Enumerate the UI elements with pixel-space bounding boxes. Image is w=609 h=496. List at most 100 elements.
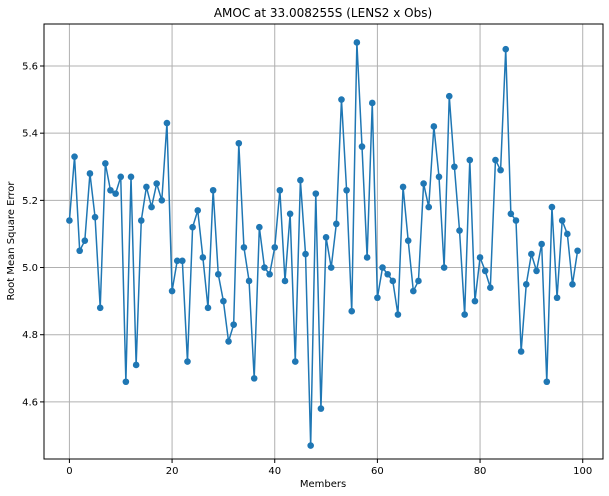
data-point [163,119,171,127]
data-point [492,156,499,164]
data-point [168,287,176,295]
data-point [564,230,571,238]
data-point [189,223,196,231]
data-point [404,237,412,244]
y-axis-ticks: 4.6 4.8 5.0 5.2 5.4 5.6 [22,61,44,408]
data-point [343,186,350,194]
data-point [322,234,330,241]
y-tick-label: 5.2 [22,196,38,207]
data-point [425,203,433,211]
data-point [132,361,140,369]
x-tick-label: 20 [166,466,179,477]
data-point [117,173,125,181]
data-point [194,207,202,214]
data-point [358,143,366,150]
data-point [451,163,458,171]
data-point [533,267,540,275]
data-point [317,405,325,412]
data-point [66,217,73,224]
data-point [476,254,484,261]
data-point [256,223,263,231]
data-point [276,186,284,194]
data-point [148,203,155,211]
x-axis-ticks: 0 20 40 60 80 100 [66,459,592,477]
data-point [507,210,515,218]
data-point [553,294,561,302]
data-point [261,264,268,271]
y-tick-label: 4.8 [22,330,38,341]
data-point [487,284,494,291]
x-tick-label: 0 [66,466,72,477]
data-point [107,186,114,194]
data-point [81,237,89,244]
data-point [173,257,181,265]
y-tick-label: 5.0 [22,263,38,274]
data-point [481,267,489,275]
data-point [399,183,407,191]
data-point [512,217,520,224]
chart-title: AMOC at 33.008255S (LENS2 x Obs) [214,6,432,20]
data-point [502,45,510,53]
x-tick-label: 40 [268,466,281,477]
data-point [543,378,551,386]
y-tick-label: 4.6 [22,397,38,408]
data-point [538,240,545,248]
data-point [76,247,83,255]
data-point [297,176,304,184]
data-point [430,123,438,130]
y-tick-label: 5.4 [22,129,38,140]
data-point [384,270,391,278]
series-markers [66,39,581,449]
data-point [333,220,340,228]
data-point [230,321,237,328]
data-point [86,170,94,177]
data-point [445,92,453,100]
data-point [522,281,530,288]
data-point [153,180,160,187]
data-point [127,173,135,181]
data-point [240,244,248,251]
data-point [338,96,345,103]
data-point [363,254,371,261]
data-point [245,277,253,285]
data-point [214,270,222,278]
data-point [235,139,243,147]
data-point [415,277,422,285]
data-point [461,311,468,318]
data-point [91,213,99,221]
data-point [353,39,361,46]
data-point [389,277,397,285]
data-point [435,173,443,181]
data-point [291,358,299,365]
data-point [466,156,474,164]
data-point [184,358,191,365]
data-point [143,183,150,191]
data-point [225,338,232,345]
data-point [112,190,119,197]
data-point [199,254,207,261]
data-point [517,348,525,355]
data-point [528,250,535,258]
x-tick-label: 80 [474,466,487,477]
data-point [122,378,130,386]
data-point [379,264,386,271]
data-point [307,442,314,449]
data-point [420,180,427,187]
x-axis-label: Members [300,479,346,490]
data-point [497,166,504,174]
data-point [394,311,402,318]
data-point [440,264,448,271]
plot-area-frame [43,23,604,460]
data-point [271,244,279,251]
data-point [471,297,479,305]
data-point [569,281,576,288]
data-point [209,186,217,194]
data-point [102,160,109,167]
data-point [137,217,145,224]
y-tick-label: 5.6 [22,61,38,72]
data-point [558,217,566,224]
series-line [68,42,579,446]
data-point [410,287,417,295]
data-point [179,257,186,265]
data-point [281,277,289,285]
